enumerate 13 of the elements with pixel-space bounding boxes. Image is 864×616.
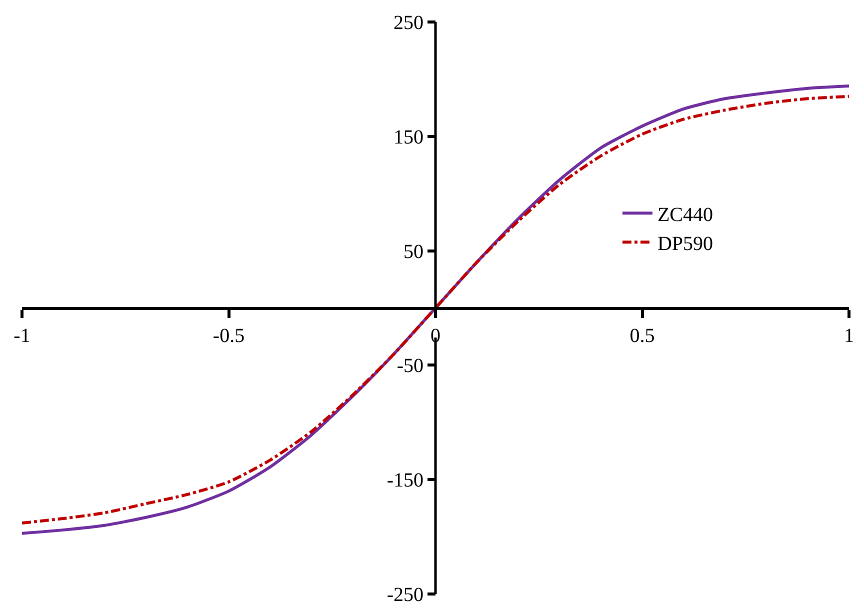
y-tick-label: -150 [386,470,424,492]
x-tick-label: -1 [14,324,30,347]
y-tick-label: 250 [394,12,424,34]
x-tick-label: -0.5 [212,324,245,347]
y-tick-label: 50 [404,240,424,263]
y-tick-label: 150 [394,126,424,148]
x-tick-label: 0 [430,324,440,347]
y-tick-label: -50 [396,355,424,378]
y-tick-label: -250 [386,584,424,606]
legend-label: DP590 [657,232,714,255]
x-tick-label: 0.5 [630,324,655,347]
legend-label: ZC440 [657,204,714,226]
x-tick-label: 1 [844,324,854,347]
